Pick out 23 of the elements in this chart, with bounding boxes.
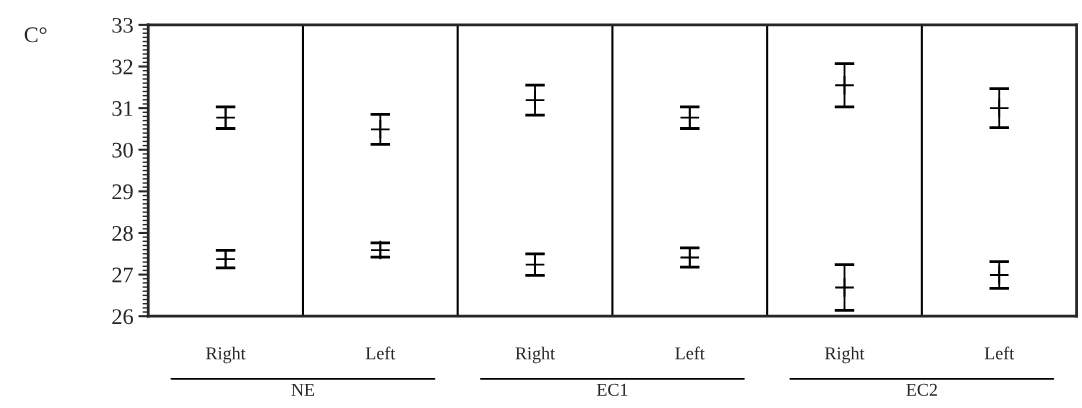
y-tick-label: 26 xyxy=(112,309,133,325)
x-tick-label: Right xyxy=(515,346,556,364)
y-axis-title: C° xyxy=(24,27,47,43)
text: NE xyxy=(291,383,315,396)
point xyxy=(524,89,546,111)
y-tick-label: 32 xyxy=(112,59,133,75)
y-tick-label: 28 xyxy=(112,225,133,241)
x-tick-label: Right xyxy=(206,346,246,364)
text: EC2 xyxy=(906,383,937,396)
y-tick-label: 30 xyxy=(112,142,133,158)
point xyxy=(834,277,855,298)
x-tick-label: Left xyxy=(365,346,396,360)
text: EC1 xyxy=(596,383,628,396)
y-tick-label: 33 xyxy=(112,17,133,33)
point xyxy=(834,75,855,96)
x-tick-label: Left xyxy=(675,346,705,360)
y-tick-label: 31 xyxy=(112,101,133,117)
point xyxy=(989,97,1010,119)
y-tick-label: 29 xyxy=(112,184,133,200)
y-tick-label: 27 xyxy=(112,267,134,283)
x-tick-label: Left xyxy=(984,346,1015,360)
point xyxy=(370,119,391,140)
x-tick-label: Right xyxy=(824,346,865,364)
